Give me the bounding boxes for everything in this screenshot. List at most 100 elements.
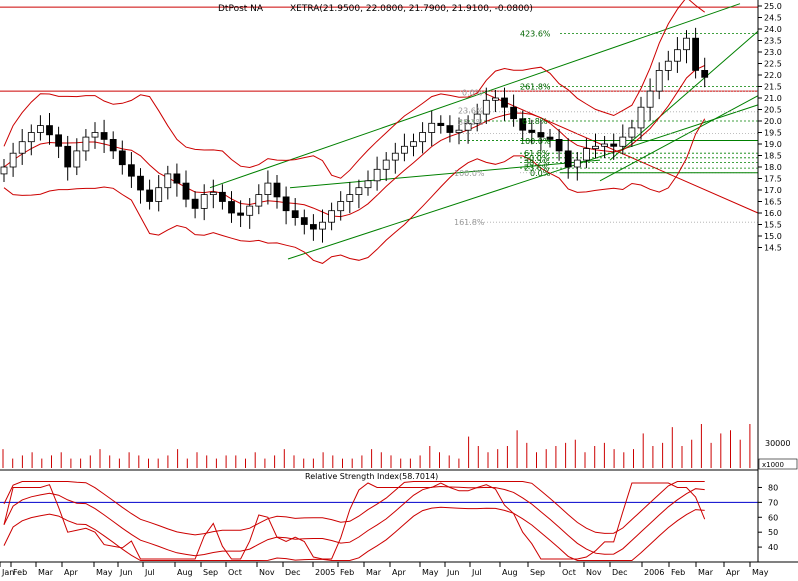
candle-body [610, 143, 618, 147]
fib-label-upper: 23.6% [458, 107, 484, 116]
price-tick-label: 19.0 [764, 140, 782, 149]
candle-body [655, 70, 663, 92]
time-tick-label: Jun [446, 568, 460, 577]
candle-body [373, 168, 381, 182]
fib-label-upper: 0.0% [462, 88, 483, 97]
candle-body [601, 143, 608, 147]
candle-body [619, 136, 627, 147]
fib-label-lower: 50.0% [524, 154, 550, 163]
candle-body [482, 99, 490, 115]
candle-body [692, 37, 699, 71]
time-tick-label: 2005 [315, 568, 335, 577]
chart-title: DtPost NA [218, 4, 264, 14]
time-tick-label: Dec [612, 568, 627, 577]
candle-body [237, 212, 245, 216]
bollinger-upper [3, 0, 705, 179]
candle-body [491, 97, 499, 101]
candle-body [282, 196, 290, 212]
candle-body [146, 189, 154, 202]
fib-label-upper: 38.2% [458, 118, 484, 127]
candle-body [346, 194, 354, 202]
candle-body [382, 159, 390, 170]
candle-body [437, 122, 445, 127]
time-tick-label: Nov [259, 568, 275, 577]
candle-body [0, 166, 8, 175]
candle-body [473, 113, 481, 124]
price-tick-label: 21.5 [764, 83, 782, 92]
candle-body [264, 182, 272, 196]
candle-body [364, 180, 372, 189]
volume-unit-label: x1000 [762, 461, 784, 469]
candle-body [173, 173, 181, 184]
rsi-tick-label: 40 [768, 543, 778, 552]
candle-body [419, 132, 427, 143]
candle-body [46, 125, 53, 136]
candlesticks [0, 27, 709, 243]
candle-body [182, 182, 190, 200]
fib-label-upper: 261.8% [520, 83, 551, 92]
candle-body [300, 217, 308, 225]
candle-body [255, 194, 263, 207]
candle-body [109, 138, 117, 152]
candle-body [564, 150, 572, 168]
time-tick-label: May [96, 568, 113, 577]
price-tick-label: 21.0 [764, 94, 782, 103]
candle-body [628, 127, 636, 138]
candle-body [446, 125, 454, 133]
time-tick-label: Nov [586, 568, 602, 577]
fib-label-lower: 100.0% [454, 169, 485, 178]
price-tick-label: 19.5 [764, 129, 782, 138]
candle-body [55, 134, 62, 147]
candle-body [355, 187, 363, 195]
time-tick-label: Oct [228, 568, 242, 577]
candle-body [701, 70, 709, 78]
time-tick-label: Mar [38, 568, 54, 577]
candle-body [592, 145, 599, 150]
channel-line-2 [599, 95, 759, 182]
candle-body [37, 125, 44, 133]
candle-body [328, 210, 336, 223]
time-tick-label: Sep [530, 568, 545, 577]
price-tick-label: 25.0 [764, 2, 782, 11]
candle-body [127, 164, 135, 177]
time-tick-label: Dec [285, 568, 300, 577]
channel-line-0 [209, 3, 741, 189]
price-tick-label: 24.0 [764, 25, 782, 34]
time-tick-label: Jul [471, 568, 482, 577]
candle-body [674, 49, 681, 62]
candle-body [319, 221, 326, 230]
rsi-tick-label: 80 [768, 483, 778, 492]
candle-body [337, 201, 345, 212]
quote-readout: XETRA(21.9500, 22.0800, 21.7900, 21.9100… [290, 4, 533, 14]
channel-line-4 [289, 159, 601, 189]
rsi-tick-label: 60 [768, 513, 778, 522]
time-tick-label: May [752, 568, 769, 577]
rsi-title: Relative Strength Index(58.7014) [305, 472, 438, 481]
time-tick-label: Sep [203, 568, 218, 577]
price-tick-label: 15.0 [764, 232, 782, 241]
volume-bars [2, 424, 751, 468]
candle-body [164, 173, 172, 189]
time-tick-label: Mar [366, 568, 382, 577]
rsi-average [3, 485, 705, 557]
candle-body [455, 129, 463, 133]
time-tick-label: Feb [671, 568, 685, 577]
price-tick-label: 16.0 [764, 209, 782, 218]
time-tick-label: Mar [698, 568, 714, 577]
time-tick-label: Apr [64, 568, 79, 577]
time-tick-label: Jun [119, 568, 133, 577]
candle-body [228, 201, 235, 214]
candle-body [583, 148, 590, 161]
price-tick-label: 24.5 [764, 14, 782, 23]
time-tick-label: Jul [144, 568, 155, 577]
time-tick-label: Apr [392, 568, 407, 577]
price-tick-label: 18.0 [764, 163, 782, 172]
price-tick-label: 22.0 [764, 71, 782, 80]
candle-body [510, 106, 518, 120]
candle-body [664, 60, 672, 71]
candle-body [501, 97, 508, 108]
price-tick-label: 18.5 [764, 152, 782, 161]
candle-body [218, 191, 226, 202]
price-tick-label: 16.5 [764, 198, 782, 207]
